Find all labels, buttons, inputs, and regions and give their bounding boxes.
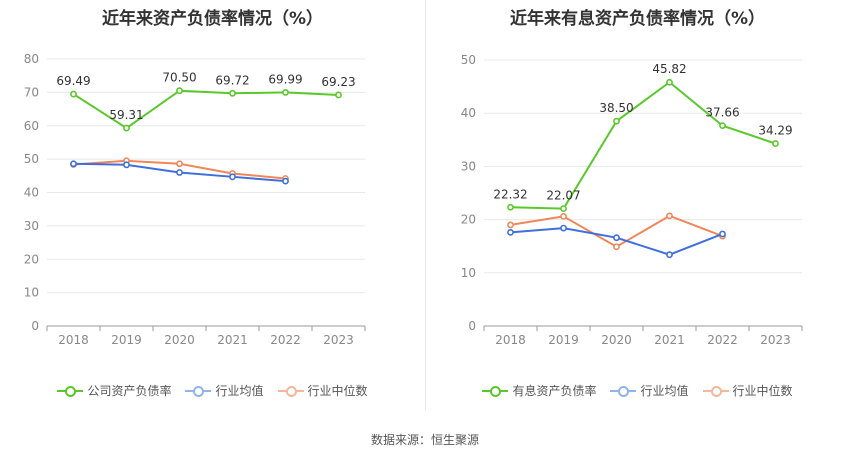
data-point — [719, 230, 726, 238]
data-point — [282, 177, 289, 185]
x-tick-label: 2019 — [548, 333, 579, 347]
panel-divider — [425, 0, 426, 410]
y-tick-label: 80 — [24, 52, 39, 66]
y-tick-label: 50 — [24, 152, 39, 166]
legend-swatch-icon — [702, 384, 729, 398]
legend-label: 公司资产负债率 — [87, 384, 172, 398]
y-tick-label: 20 — [461, 213, 476, 227]
right-chart-svg: 0 10 20 30 40 50 2018 2019 2020 2021 2022 2023 22.32… — [461, 53, 803, 347]
y-tick-label: 20 — [24, 252, 39, 266]
data-point — [229, 89, 236, 97]
data-label: 22.32 — [493, 187, 527, 201]
left-chart-title: 近年来资产负债率情况（%） — [101, 9, 324, 29]
legend-label: 行业均值 — [640, 384, 689, 398]
x-tick-label: 2023 — [323, 333, 354, 347]
data-point — [560, 213, 567, 220]
right-chart-title: 近年来有息资产负债率情况（%） — [509, 9, 766, 29]
data-point — [176, 160, 183, 168]
y-tick-label: 60 — [24, 119, 39, 133]
left-chart-panel: 近年来资产负债率情况（%） 0 10 20 30 40 50 60 70 80 2018 2019 2… — [0, 0, 425, 410]
legend-swatch-icon — [610, 384, 637, 398]
data-label: 38.50 — [599, 101, 633, 115]
x-tick-label: 2022 — [270, 333, 301, 347]
data-point — [772, 140, 779, 147]
data-point — [666, 212, 673, 220]
right-legend: 有息资产负债率 行业均值 行业中位数 — [425, 382, 850, 399]
data-point — [507, 228, 514, 236]
y-tick-label: 30 — [24, 219, 39, 233]
y-tick-label: 40 — [24, 186, 39, 200]
y-tick-label: 70 — [24, 85, 39, 99]
legend-label: 行业中位数 — [307, 384, 368, 398]
data-label: 22.07 — [546, 189, 580, 203]
data-point — [613, 117, 620, 125]
x-tick-label: 2022 — [707, 333, 738, 347]
data-point — [176, 169, 183, 176]
x-tick-label: 2021 — [217, 333, 248, 347]
y-tick-label: 0 — [468, 319, 476, 333]
legend-item-industry-mean[interactable]: 行业均值 — [610, 382, 689, 399]
x-tick-label: 2023 — [760, 333, 791, 347]
data-point — [613, 243, 620, 251]
series-line — [510, 80, 776, 210]
data-point — [719, 122, 726, 130]
legend-swatch-icon — [185, 384, 212, 398]
data-label: 69.49 — [56, 74, 90, 88]
x-tick-label: 2021 — [654, 333, 685, 347]
data-label: 59.31 — [109, 108, 143, 122]
legend-swatch-icon — [57, 384, 84, 398]
data-point — [613, 234, 620, 242]
left-legend: 公司资产负债率 行业均值 行业中位数 — [0, 382, 425, 399]
series-line — [510, 227, 723, 256]
legend-swatch-icon — [482, 384, 509, 398]
data-point — [666, 78, 673, 86]
data-point — [70, 160, 77, 168]
data-label: 37.66 — [705, 106, 739, 120]
y-tick-label: 50 — [461, 53, 476, 67]
data-point — [176, 87, 183, 95]
legend-label: 行业中位数 — [732, 384, 793, 398]
data-point — [507, 221, 514, 229]
data-source-footer: 数据来源：恒生聚源 — [370, 433, 479, 447]
data-point — [70, 90, 77, 98]
legend-label: 有息资产负债率 — [512, 384, 597, 398]
x-tick-label: 2019 — [111, 333, 142, 347]
x-tick-label: 2020 — [601, 333, 632, 347]
legend-item-industry-median[interactable]: 行业中位数 — [702, 382, 793, 399]
data-point — [123, 124, 130, 132]
y-tick-label: 0 — [31, 319, 39, 333]
x-tick-label: 2020 — [164, 333, 195, 347]
data-label: 45.82 — [652, 62, 686, 76]
data-point — [507, 203, 514, 211]
data-point — [666, 251, 673, 259]
data-label: 69.72 — [215, 73, 249, 87]
data-label: 69.23 — [321, 75, 355, 89]
right-chart-panel: 近年来有息资产负债率情况（%） 0 10 20 30 40 50 2018 2019 2020 2… — [425, 0, 850, 410]
y-tick-label: 30 — [461, 159, 476, 173]
x-tick-label: 2018 — [58, 333, 89, 347]
y-tick-label: 10 — [461, 266, 476, 280]
data-point — [282, 89, 289, 96]
data-point — [560, 224, 567, 232]
data-label: 34.29 — [758, 124, 792, 138]
legend-item-industry-median[interactable]: 行业中位数 — [277, 382, 368, 399]
data-point — [229, 173, 236, 181]
x-tick-label: 2018 — [495, 333, 526, 347]
left-chart-svg: 0 10 20 30 40 50 60 70 80 2018 2019 2020 2021 2022 202… — [24, 52, 366, 347]
data-point — [560, 205, 567, 212]
series-line — [510, 214, 723, 248]
y-tick-label: 40 — [461, 106, 476, 120]
legend-item-company-ratio[interactable]: 公司资产负债率 — [57, 382, 171, 399]
data-point — [123, 161, 130, 169]
legend-label: 行业均值 — [215, 384, 264, 398]
data-label: 70.50 — [162, 71, 196, 85]
y-tick-label: 10 — [24, 286, 39, 300]
legend-item-industry-mean[interactable]: 行业均值 — [185, 382, 264, 399]
legend-item-interest-ratio[interactable]: 有息资产负债率 — [482, 382, 596, 399]
data-point — [335, 91, 342, 99]
series-line — [72, 89, 339, 130]
legend-swatch-icon — [277, 384, 304, 398]
data-label: 69.99 — [268, 72, 302, 86]
